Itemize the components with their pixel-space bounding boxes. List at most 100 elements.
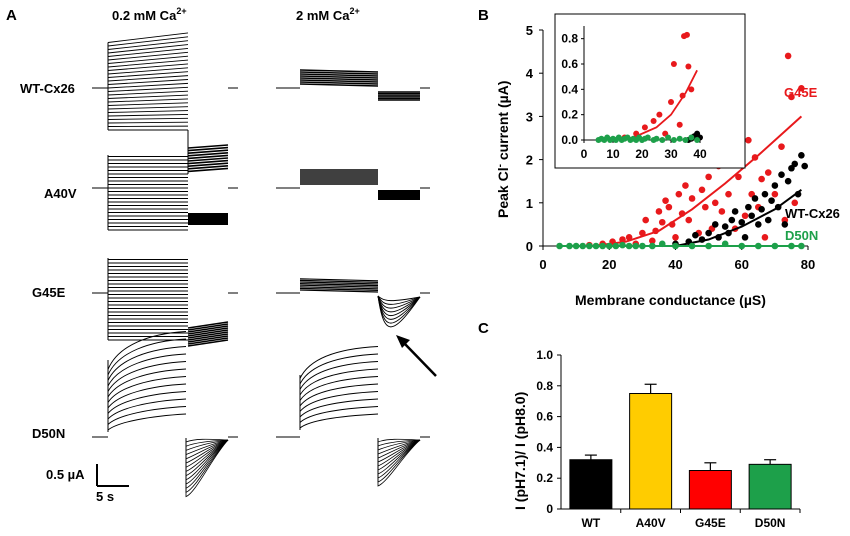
trace-wt-low <box>108 68 188 74</box>
bar-category-label: A40V <box>636 516 666 530</box>
data-point-wt-cx26 <box>725 230 732 237</box>
inset-x-tick-label: 20 <box>635 147 649 161</box>
data-point-g45e <box>689 195 696 202</box>
legend-label-g45e: G45E <box>784 85 818 100</box>
data-point-wt-cx26 <box>785 178 792 185</box>
y-tick-label: 3 <box>526 109 533 124</box>
arrow-icon <box>396 335 436 376</box>
inset-data-point-g45e <box>671 61 677 67</box>
bar-y-tick-label: 0.4 <box>536 440 553 454</box>
data-point-d50n <box>659 241 666 248</box>
row-label-wt-cx26: WT-Cx26 <box>20 81 75 96</box>
data-point-wt-cx26 <box>755 221 762 228</box>
bar-wt <box>570 460 612 509</box>
trace-wt-low <box>108 107 188 109</box>
trace-wt-low <box>108 122 188 123</box>
data-point-d50n <box>772 243 779 250</box>
trace-wt-low <box>108 48 188 56</box>
inset-data-point-d50n <box>654 136 660 142</box>
column-title-low-calcium: 0.2 mM Ca2+ <box>112 6 187 23</box>
trace-wt-low <box>108 99 188 102</box>
trace-wt-low <box>108 41 188 50</box>
data-point-wt-cx26 <box>765 217 772 224</box>
trace-a40v-low <box>188 213 228 225</box>
inset-y-tick-label: 0.4 <box>561 82 578 96</box>
inset-x-tick-label: 30 <box>664 147 678 161</box>
data-point-wt-cx26 <box>729 217 736 224</box>
panel-a-letter: A <box>6 7 17 24</box>
data-point-wt-cx26 <box>712 221 719 228</box>
trace-wt-low <box>108 60 188 67</box>
data-point-g45e <box>745 137 752 144</box>
trace-wt-low <box>108 103 188 106</box>
data-point-g45e <box>619 236 626 243</box>
trace-wt-low <box>108 91 188 95</box>
data-point-d50n <box>705 243 712 250</box>
data-point-wt-cx26 <box>742 234 749 241</box>
row-label-a40v: A40V <box>44 186 77 201</box>
data-point-g45e <box>656 208 663 215</box>
inset-y-tick-label: 0.2 <box>561 108 578 122</box>
data-point-d50n <box>619 242 626 249</box>
inset-data-point-d50n <box>665 134 671 140</box>
data-point-d50n <box>649 243 656 250</box>
data-point-g45e <box>642 217 649 224</box>
trace-d50n-low <box>108 347 186 381</box>
x-axis-label: Membrane conductance (µS) <box>575 292 766 308</box>
inset-x-tick-label: 40 <box>693 147 707 161</box>
data-point-d50n <box>722 241 729 248</box>
data-point-d50n <box>626 243 633 250</box>
data-point-wt-cx26 <box>732 208 739 215</box>
bar-y-axis-label: I (pH7.1)/ I (pH8.0) <box>512 392 528 510</box>
data-point-d50n <box>738 243 745 250</box>
inset-y-tick-label: 0.8 <box>561 32 578 46</box>
data-point-wt-cx26 <box>782 221 789 228</box>
data-point-g45e <box>702 204 709 211</box>
y-axis-label: Peak Cl- current (µA) <box>495 81 511 218</box>
y-tick-label: 1 <box>526 196 533 211</box>
trace-d50n-low <box>108 407 186 425</box>
scale-bar-current-label: 0.5 µA <box>46 467 85 482</box>
data-point-g45e <box>758 176 765 183</box>
x-tick-label: 0 <box>539 257 546 272</box>
data-point-d50n <box>566 243 573 250</box>
data-point-g45e <box>699 187 706 194</box>
data-point-wt-cx26 <box>772 182 779 189</box>
inset-data-point-g45e <box>685 64 691 70</box>
trace-wt-low <box>108 95 188 98</box>
data-point-g45e <box>639 230 646 237</box>
trace-d50n-high <box>300 369 378 395</box>
data-point-g45e <box>682 182 689 189</box>
x-tick-label: 80 <box>801 257 815 272</box>
data-point-g45e <box>666 204 673 211</box>
data-point-wt-cx26 <box>795 191 802 198</box>
inset-y-tick-label: 0.6 <box>561 57 578 71</box>
trace-d50n-high <box>300 354 378 384</box>
data-point-d50n <box>755 243 762 250</box>
bar-y-tick-label: 0 <box>546 502 553 516</box>
data-point-wt-cx26 <box>748 212 755 219</box>
inset-data-point-d50n <box>671 137 677 143</box>
data-point-wt-cx26 <box>738 219 745 226</box>
data-point-wt-cx26 <box>798 152 805 159</box>
inset-data-point-g45e <box>677 122 683 128</box>
inset-data-point-g45e <box>684 32 690 38</box>
inset-data-point-d50n <box>659 137 665 143</box>
bar-y-tick-label: 1.0 <box>536 348 553 362</box>
data-point-wt-cx26 <box>752 195 759 202</box>
data-point-g45e <box>719 208 726 215</box>
inset-x-tick-label: 10 <box>606 147 620 161</box>
trace-wt-low <box>108 111 188 113</box>
inset-data-point-d50n <box>688 134 694 140</box>
data-point-d50n <box>606 243 613 250</box>
bar-a40v <box>630 394 672 510</box>
data-point-d50n <box>689 243 696 250</box>
data-point-g45e <box>772 191 779 198</box>
data-point-g45e <box>679 210 686 217</box>
trace-a40v-high <box>378 190 420 200</box>
data-point-d50n <box>593 243 600 250</box>
legend-label-d50n: D50N <box>785 228 818 243</box>
bar-y-tick-label: 0.8 <box>536 379 553 393</box>
